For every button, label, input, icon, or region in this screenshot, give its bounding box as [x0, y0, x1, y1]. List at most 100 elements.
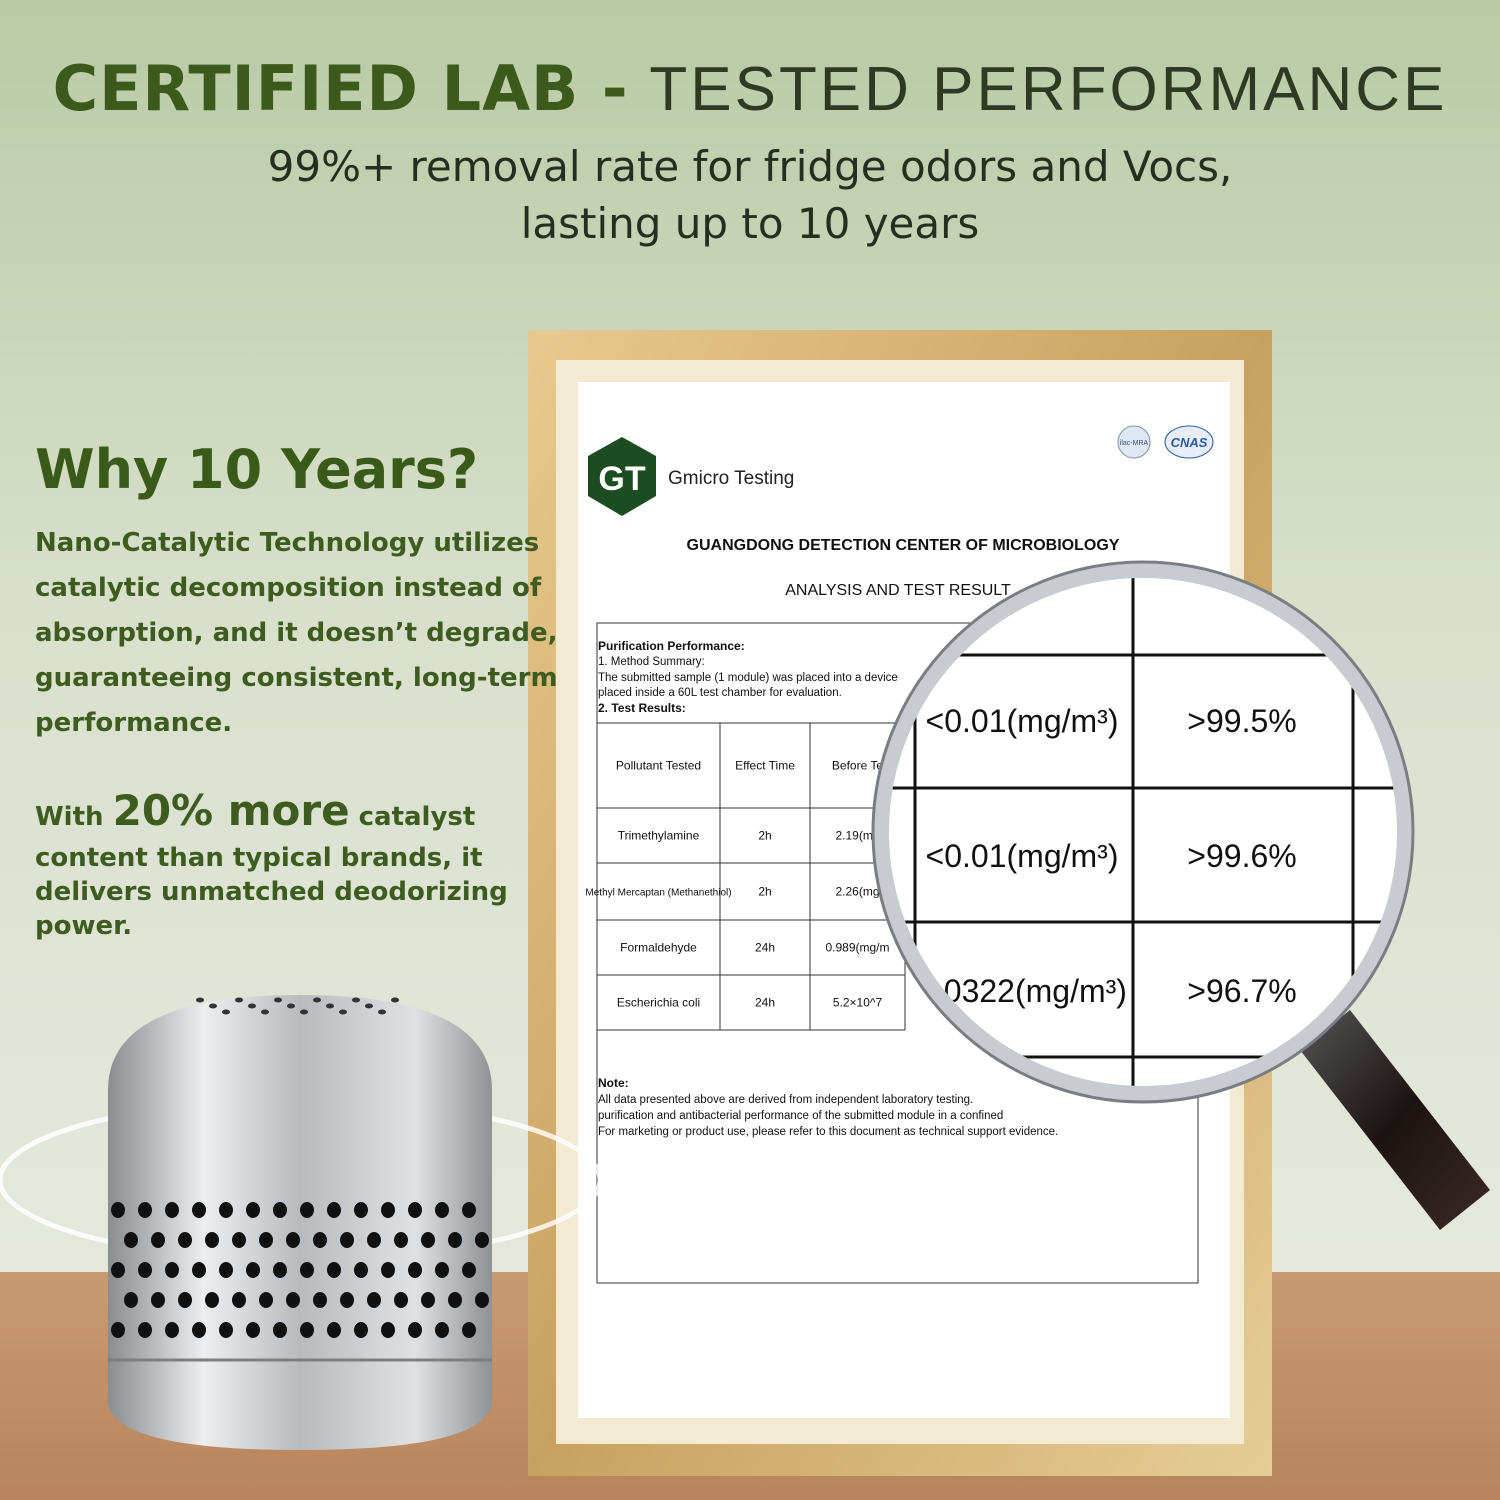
- vent-hole: [367, 1232, 381, 1248]
- lens-rate: >99.6%: [1187, 838, 1296, 874]
- vent-hole: [192, 1202, 206, 1218]
- vent-hole: [259, 1232, 273, 1248]
- badge-icon: [1117, 425, 1151, 459]
- lens-value: <0.01(mg/m³): [926, 703, 1119, 739]
- device: [0, 995, 603, 1450]
- highlight-prefix: With: [35, 802, 104, 832]
- vent-hole: [138, 1322, 152, 1338]
- lens-rate: >96.7%: [1187, 973, 1296, 1009]
- vent-hole: [235, 997, 243, 1003]
- highlight-emphasis: 20% more: [112, 786, 350, 835]
- vent-hole: [246, 1202, 260, 1218]
- table-cell: Escherichia coli: [617, 996, 700, 1010]
- table-cell: 2h: [758, 885, 771, 899]
- vent-hole: [111, 1202, 125, 1218]
- vent-hole: [365, 1003, 373, 1009]
- badge: ilac-MRA: [1120, 440, 1149, 447]
- vent-hole: [246, 1322, 260, 1338]
- vent-hole: [300, 1202, 314, 1218]
- vent-hole: [435, 1262, 449, 1278]
- table-cell: 0.989(mg/m: [825, 941, 889, 955]
- vent-hole: [448, 1232, 462, 1248]
- vent-hole: [300, 1009, 308, 1015]
- vent-hole: [354, 1322, 368, 1338]
- vent-hole: [261, 1009, 269, 1015]
- badge: CNAS: [1171, 435, 1208, 450]
- vent-hole: [381, 1202, 395, 1218]
- vent-hole: [151, 1232, 165, 1248]
- vent-hole: [286, 1232, 300, 1248]
- vent-hole: [219, 1202, 233, 1218]
- body-line: guaranteeing consistent, long-term: [35, 663, 558, 693]
- vent-hole: [408, 1202, 422, 1218]
- vent-hole: [327, 1202, 341, 1218]
- vent-hole: [222, 1009, 230, 1015]
- table-cell: Before Te: [832, 759, 883, 773]
- vent-hole: [352, 997, 360, 1003]
- vent-hole: [367, 1292, 381, 1308]
- vent-hole: [327, 1262, 341, 1278]
- vent-hole: [408, 1262, 422, 1278]
- vent-hole: [381, 1322, 395, 1338]
- section-title: Purification Performance:: [598, 639, 745, 653]
- vent-hole: [111, 1322, 125, 1338]
- headline: CERTIFIED LAB - TESTED PERFORMANCE: [0, 52, 1500, 125]
- vent-hole: [151, 1292, 165, 1308]
- vent-hole: [209, 1003, 217, 1009]
- vent-hole: [340, 1232, 354, 1248]
- vent-hole: [421, 1292, 435, 1308]
- badge-icon: [1164, 425, 1214, 459]
- vent-hole: [274, 997, 282, 1003]
- vent-hole: [219, 1322, 233, 1338]
- vent-hole: [475, 1232, 489, 1248]
- vent-hole: [354, 1202, 368, 1218]
- body-line: delivers unmatched deodorizing: [35, 877, 508, 907]
- vent-hole: [196, 997, 204, 1003]
- vent-hole: [313, 1292, 327, 1308]
- table-cell: 24h: [755, 996, 775, 1010]
- vent-hole: [340, 1292, 354, 1308]
- table-cell: Pollutant Tested: [616, 759, 701, 773]
- vent-hole: [381, 1262, 395, 1278]
- highlight-suffix: catalyst: [358, 802, 476, 832]
- vent-hole: [205, 1232, 219, 1248]
- body-line: Nano-Catalytic Technology utilizes: [35, 528, 540, 558]
- results-heading: 2. Test Results:: [598, 701, 686, 715]
- vent-hole: [394, 1232, 408, 1248]
- vent-hole: [462, 1322, 476, 1338]
- title-bold: CERTIFIED LAB -: [52, 52, 629, 125]
- logo-mark: GT: [598, 460, 645, 498]
- highlight-line: With 20% more catalyst: [35, 786, 475, 835]
- vent-hole: [339, 1009, 347, 1015]
- lens-value: <0.01(mg/m³): [926, 838, 1119, 874]
- vent-hole: [327, 1322, 341, 1338]
- vent-hole: [421, 1232, 435, 1248]
- vent-hole: [448, 1292, 462, 1308]
- vent-hole: [165, 1202, 179, 1218]
- vent-hole: [232, 1292, 246, 1308]
- table-cell: 2.26(mg: [835, 885, 879, 899]
- vent-hole: [246, 1262, 260, 1278]
- magnifier: <0.01(mg/m³) >99.5%<0.01(mg/m³) >99.6%0.03…: [871, 560, 1490, 1230]
- vent-hole: [378, 1009, 386, 1015]
- subtitle: lasting up to 10 years: [520, 199, 980, 248]
- table-cell: 5.2×10^7: [833, 996, 883, 1010]
- table-cell: 2.19(mg: [835, 829, 879, 843]
- note-line: purification and antibacterial performan…: [598, 1110, 1003, 1122]
- vent-hole: [273, 1262, 287, 1278]
- vent-hole: [287, 1003, 295, 1009]
- body-line: catalytic decomposition instead of: [35, 573, 542, 603]
- note-line: For marketing or product use, please ref…: [598, 1126, 1058, 1138]
- lab-logo: [588, 437, 656, 516]
- vent-hole: [391, 997, 399, 1003]
- vent-hole: [192, 1322, 206, 1338]
- note-heading: Note:: [598, 1076, 629, 1090]
- body-line: absorption, and it doesn’t degrade,: [35, 618, 558, 648]
- vent-hole: [475, 1292, 489, 1308]
- vent-hole: [138, 1262, 152, 1278]
- vent-hole: [165, 1322, 179, 1338]
- vent-hole: [124, 1292, 138, 1308]
- vent-hole: [248, 1003, 256, 1009]
